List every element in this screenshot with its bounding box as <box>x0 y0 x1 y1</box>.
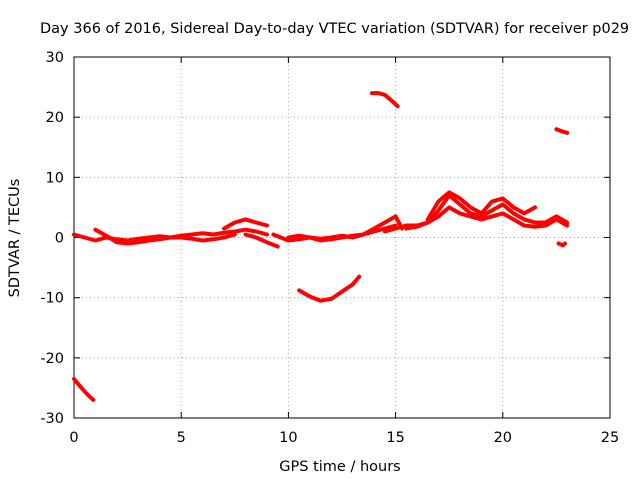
series-arc-rise-c <box>425 190 537 222</box>
y-tick-label: 10 <box>46 170 64 186</box>
series-arc-bump-8h <box>222 217 269 231</box>
x-tick-label: 20 <box>494 430 512 446</box>
series-arc-negative-dip <box>297 274 362 303</box>
series-arc-baseline-d <box>286 214 404 243</box>
chart-title: Day 366 of 2016, Sidereal Day-to-day VTE… <box>40 21 629 37</box>
x-tick-label: 25 <box>601 430 619 446</box>
series-arc-late-positive <box>554 127 570 135</box>
y-tick-label: 0 <box>55 231 64 247</box>
series-arc-bump-8h-lower <box>243 232 280 249</box>
axis-ticks <box>73 56 611 419</box>
x-tick-label: 5 <box>177 430 186 446</box>
y-tick-label: 30 <box>46 50 64 66</box>
series-arc-late-negative <box>556 241 567 248</box>
x-tick-labels: 0 5 10 15 20 25 <box>69 430 619 446</box>
series-arc-baseline-b <box>93 227 237 246</box>
series-arc-positive-high <box>370 91 400 109</box>
y-tick-label: 20 <box>46 110 64 126</box>
y-axis-label: SDTVAR / TECUs <box>7 179 23 298</box>
series-arc-rise-b <box>404 205 570 231</box>
x-axis-label: GPS time / hours <box>279 459 400 475</box>
series-arc-initial-negative <box>72 376 96 402</box>
x-tick-label: 15 <box>386 430 404 446</box>
y-tick-label: -30 <box>40 411 64 427</box>
x-tick-label: 0 <box>69 430 78 446</box>
data-series <box>72 91 570 402</box>
y-tick-labels: -30 -20 -10 0 10 20 30 <box>40 50 64 427</box>
x-tick-label: 10 <box>279 430 297 446</box>
y-tick-label: -20 <box>40 351 64 367</box>
y-tick-label: -10 <box>40 291 64 307</box>
